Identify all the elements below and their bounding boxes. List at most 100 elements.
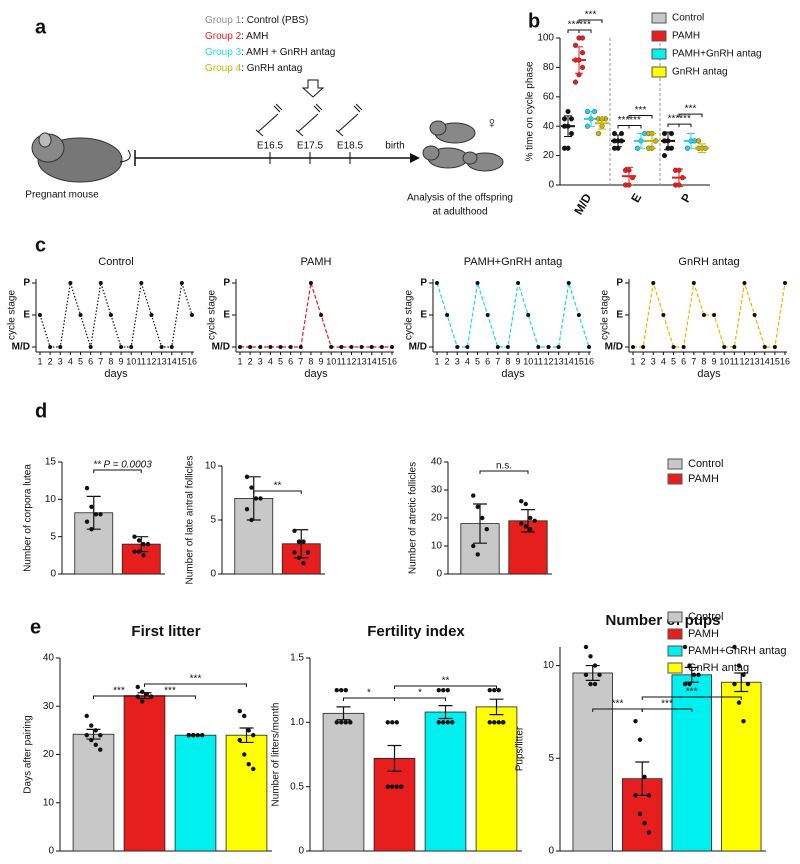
data-point bbox=[186, 733, 191, 738]
cycle-point bbox=[651, 281, 656, 285]
data-point bbox=[487, 687, 492, 693]
error-bar bbox=[575, 46, 583, 74]
chart-title: Number of pups bbox=[606, 612, 721, 629]
group-name: Group 3 bbox=[205, 47, 242, 58]
data-point bbox=[339, 720, 344, 725]
cycle-point bbox=[68, 281, 73, 285]
group-entry: Group 2: AMH bbox=[205, 31, 268, 42]
data-point bbox=[200, 733, 205, 738]
bar bbox=[721, 681, 762, 852]
legend-label: PAMH+GnRH antag bbox=[688, 645, 787, 657]
legend-label: PAMH bbox=[688, 473, 719, 485]
x-tick-label: 13 bbox=[750, 356, 760, 366]
panel-label: c bbox=[35, 234, 46, 256]
x-axis-label: days bbox=[304, 368, 328, 380]
x-tick-label: 9 bbox=[712, 356, 717, 366]
group-text: : Control (PBS) bbox=[241, 15, 308, 26]
mouse-label: Pregnant mouse bbox=[25, 190, 99, 201]
data-point bbox=[343, 687, 348, 693]
data-point bbox=[93, 742, 98, 748]
legend-swatch bbox=[667, 473, 683, 485]
x-tick-label: 8 bbox=[308, 356, 313, 366]
y-tick-label: 0 bbox=[48, 846, 54, 857]
cycle-point bbox=[671, 345, 676, 349]
x-tick-label: 2 bbox=[445, 356, 450, 366]
group-text: : AMH + GnRH antag bbox=[241, 47, 335, 58]
significance-label: *** bbox=[113, 686, 125, 697]
y-tick-label: E bbox=[616, 310, 623, 321]
cycle-point bbox=[772, 345, 777, 349]
data-point bbox=[305, 550, 311, 555]
cycle-point bbox=[278, 345, 283, 349]
group-name: Group 1 bbox=[205, 15, 242, 26]
x-tick-label: 6 bbox=[288, 356, 293, 366]
data-point bbox=[334, 687, 339, 693]
data-point bbox=[390, 784, 395, 789]
y-axis-label: Number of litters/month bbox=[271, 703, 282, 807]
significance-label: *** bbox=[685, 104, 697, 115]
data-point bbox=[136, 538, 142, 543]
error-bar bbox=[637, 133, 645, 149]
significance-bracket bbox=[628, 115, 653, 119]
x-tick-label: 6 bbox=[88, 356, 93, 366]
error-bar bbox=[734, 672, 749, 693]
cycle-point bbox=[48, 345, 53, 349]
cycle-point bbox=[369, 345, 374, 349]
data-point bbox=[394, 784, 399, 789]
x-tick-label: 14 bbox=[167, 356, 177, 366]
data-point bbox=[637, 811, 643, 817]
error-bar bbox=[614, 134, 622, 148]
bar bbox=[322, 712, 365, 852]
cycle-point bbox=[349, 345, 354, 349]
group-entry: Group 1: Control (PBS) bbox=[205, 15, 308, 26]
y-tick-label: M/D bbox=[605, 342, 623, 353]
y-axis-label: % time on cycle phase bbox=[525, 61, 536, 161]
x-tick-label: 15 bbox=[177, 356, 187, 366]
data-point bbox=[93, 512, 99, 517]
x-tick-label: 3 bbox=[58, 356, 63, 366]
data-point bbox=[399, 784, 404, 789]
significance-label: *** bbox=[668, 114, 680, 125]
data-point bbox=[565, 145, 571, 151]
data-point bbox=[249, 517, 254, 523]
legend-label: GnRH antag bbox=[688, 662, 749, 674]
data-point bbox=[523, 501, 528, 507]
significance-label: * bbox=[418, 688, 422, 699]
error-bar bbox=[387, 744, 402, 772]
x-tick-label: 15 bbox=[574, 356, 584, 366]
significance-bracket bbox=[394, 697, 446, 701]
data-point bbox=[691, 672, 697, 678]
bar bbox=[424, 711, 467, 852]
y-tick-label: 10 bbox=[45, 494, 57, 505]
data-point bbox=[736, 663, 742, 668]
x-tick-label: 11 bbox=[337, 356, 346, 366]
cycle-point bbox=[661, 313, 666, 317]
data-point bbox=[246, 728, 251, 733]
significance-bracket bbox=[253, 490, 302, 494]
error-bar bbox=[336, 706, 351, 721]
legend-label: GnRH antag bbox=[672, 67, 728, 78]
x-tick-label: 16 bbox=[387, 356, 397, 366]
cycle-point bbox=[752, 313, 757, 317]
y-axis-label: Number of atretic follicles bbox=[408, 462, 419, 574]
data-point bbox=[565, 108, 571, 115]
x-tick-label: M/D bbox=[571, 191, 594, 217]
data-point bbox=[145, 541, 151, 547]
significance-label: *** bbox=[612, 699, 624, 710]
cycle-point bbox=[475, 281, 480, 285]
y-tick-label: P bbox=[420, 278, 427, 289]
cycle-point bbox=[379, 345, 384, 349]
cycle-point bbox=[319, 313, 324, 317]
data-point bbox=[258, 496, 263, 501]
x-tick-label: 4 bbox=[661, 356, 666, 366]
legend-swatch bbox=[651, 12, 667, 24]
error-bar bbox=[675, 168, 683, 187]
x-tick-label: 8 bbox=[108, 356, 113, 366]
mouse-illustration bbox=[31, 132, 131, 183]
cycle-point bbox=[108, 313, 113, 317]
y-tick-label: 0 bbox=[298, 846, 304, 857]
error-bar bbox=[648, 133, 656, 149]
y-tick-label: 20 bbox=[543, 150, 555, 161]
cycle-point bbox=[248, 345, 253, 349]
legend-swatch bbox=[667, 662, 683, 674]
